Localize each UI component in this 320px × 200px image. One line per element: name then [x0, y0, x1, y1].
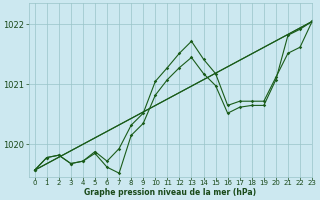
X-axis label: Graphe pression niveau de la mer (hPa): Graphe pression niveau de la mer (hPa) [84, 188, 256, 197]
